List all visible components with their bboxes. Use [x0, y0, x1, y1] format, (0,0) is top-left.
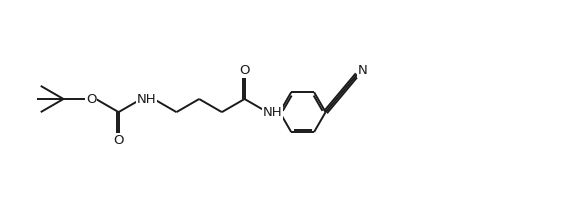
Text: NH: NH	[137, 92, 156, 106]
Text: O: O	[113, 134, 124, 147]
Text: NH: NH	[263, 106, 282, 119]
Text: O: O	[86, 92, 97, 106]
Text: O: O	[239, 64, 250, 77]
Text: N: N	[358, 64, 367, 77]
